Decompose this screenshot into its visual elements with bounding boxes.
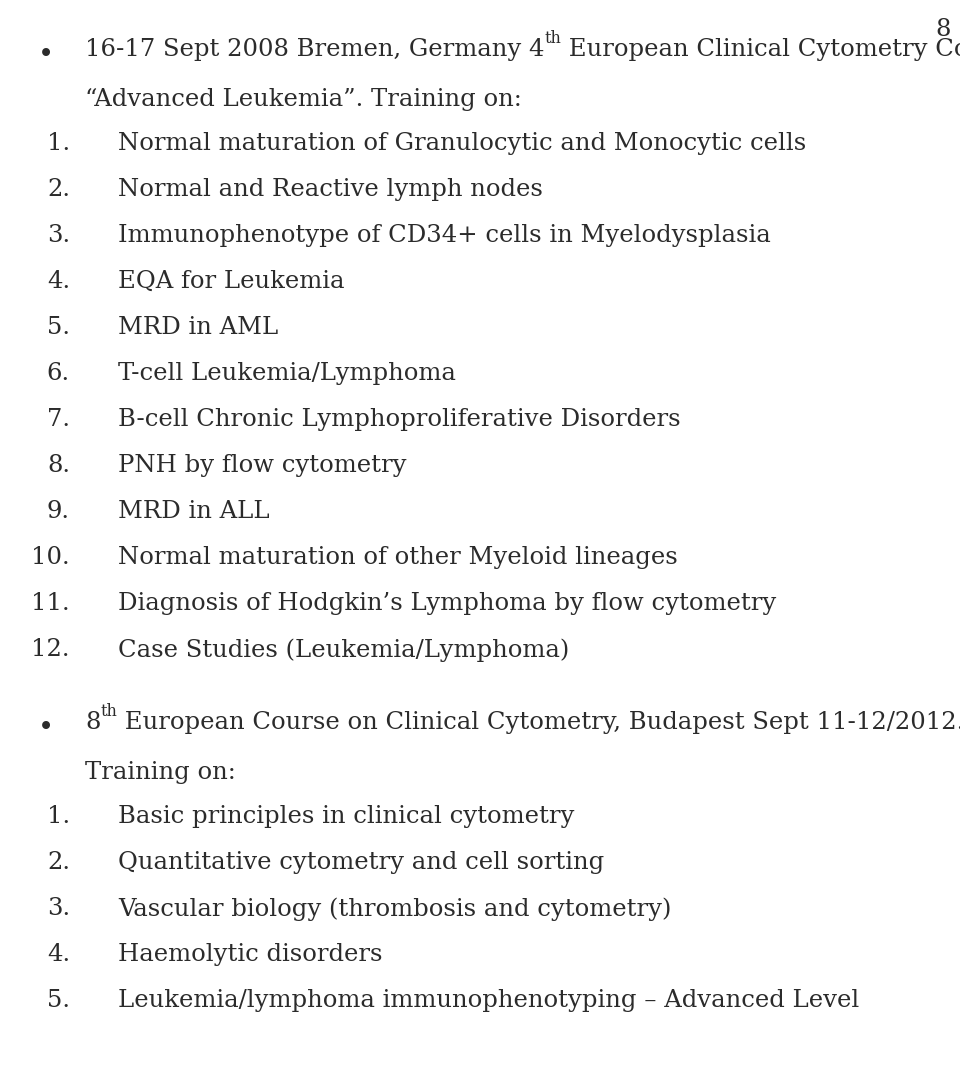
Text: 11.: 11. — [32, 592, 70, 615]
Text: 4.: 4. — [47, 270, 70, 293]
Text: Case Studies (Leukemia/Lymphoma): Case Studies (Leukemia/Lymphoma) — [118, 638, 569, 662]
Text: MRD in AML: MRD in AML — [118, 316, 278, 339]
Text: Normal maturation of Granulocytic and Monocytic cells: Normal maturation of Granulocytic and Mo… — [118, 132, 806, 155]
Text: Diagnosis of Hodgkin’s Lymphoma by flow cytometry: Diagnosis of Hodgkin’s Lymphoma by flow … — [118, 592, 777, 615]
Text: 1.: 1. — [47, 132, 70, 155]
Text: 2.: 2. — [47, 178, 70, 201]
Text: Immunophenotype of CD34+ cells in Myelodysplasia: Immunophenotype of CD34+ cells in Myelod… — [118, 225, 771, 247]
Text: MRD in ALL: MRD in ALL — [118, 500, 270, 523]
Text: 5.: 5. — [47, 989, 70, 1012]
Text: •: • — [38, 43, 54, 69]
Text: 8: 8 — [85, 711, 101, 734]
Text: T-cell Leukemia/Lymphoma: T-cell Leukemia/Lymphoma — [118, 362, 456, 385]
Text: 1.: 1. — [47, 806, 70, 828]
Text: 12.: 12. — [32, 638, 70, 661]
Text: •: • — [38, 715, 54, 742]
Text: Haemolytic disorders: Haemolytic disorders — [118, 943, 382, 966]
Text: Training on:: Training on: — [85, 761, 236, 784]
Text: Vascular biology (thrombosis and cytometry): Vascular biology (thrombosis and cytomet… — [118, 897, 671, 921]
Text: Leukemia/lymphoma immunophenotyping – Advanced Level: Leukemia/lymphoma immunophenotyping – Ad… — [118, 989, 859, 1012]
Text: Normal maturation of other Myeloid lineages: Normal maturation of other Myeloid linea… — [118, 546, 678, 569]
Text: th: th — [101, 703, 117, 720]
Text: Normal and Reactive lymph nodes: Normal and Reactive lymph nodes — [118, 178, 542, 201]
Text: 8.: 8. — [47, 455, 70, 477]
Text: 6.: 6. — [47, 362, 70, 385]
Text: 10.: 10. — [32, 546, 70, 569]
Text: Basic principles in clinical cytometry: Basic principles in clinical cytometry — [118, 806, 574, 828]
Text: EQA for Leukemia: EQA for Leukemia — [118, 270, 345, 293]
Text: European Clinical Cytometry Course: European Clinical Cytometry Course — [562, 38, 960, 61]
Text: 8: 8 — [935, 19, 950, 41]
Text: 3.: 3. — [47, 897, 70, 920]
Text: 4.: 4. — [47, 943, 70, 966]
Text: th: th — [544, 31, 562, 47]
Text: 5.: 5. — [47, 316, 70, 339]
Text: Quantitative cytometry and cell sorting: Quantitative cytometry and cell sorting — [118, 851, 604, 874]
Text: PNH by flow cytometry: PNH by flow cytometry — [118, 455, 406, 477]
Text: 2.: 2. — [47, 851, 70, 874]
Text: 3.: 3. — [47, 225, 70, 247]
Text: B-cell Chronic Lymphoproliferative Disorders: B-cell Chronic Lymphoproliferative Disor… — [118, 408, 681, 431]
Text: 7.: 7. — [47, 408, 70, 431]
Text: 9.: 9. — [47, 500, 70, 523]
Text: “Advanced Leukemia”. Training on:: “Advanced Leukemia”. Training on: — [85, 88, 522, 111]
Text: 16-17 Sept 2008 Bremen, Germany 4: 16-17 Sept 2008 Bremen, Germany 4 — [85, 38, 544, 61]
Text: European Course on Clinical Cytometry, Budapest Sept 11-12/2012.: European Course on Clinical Cytometry, B… — [117, 711, 960, 734]
